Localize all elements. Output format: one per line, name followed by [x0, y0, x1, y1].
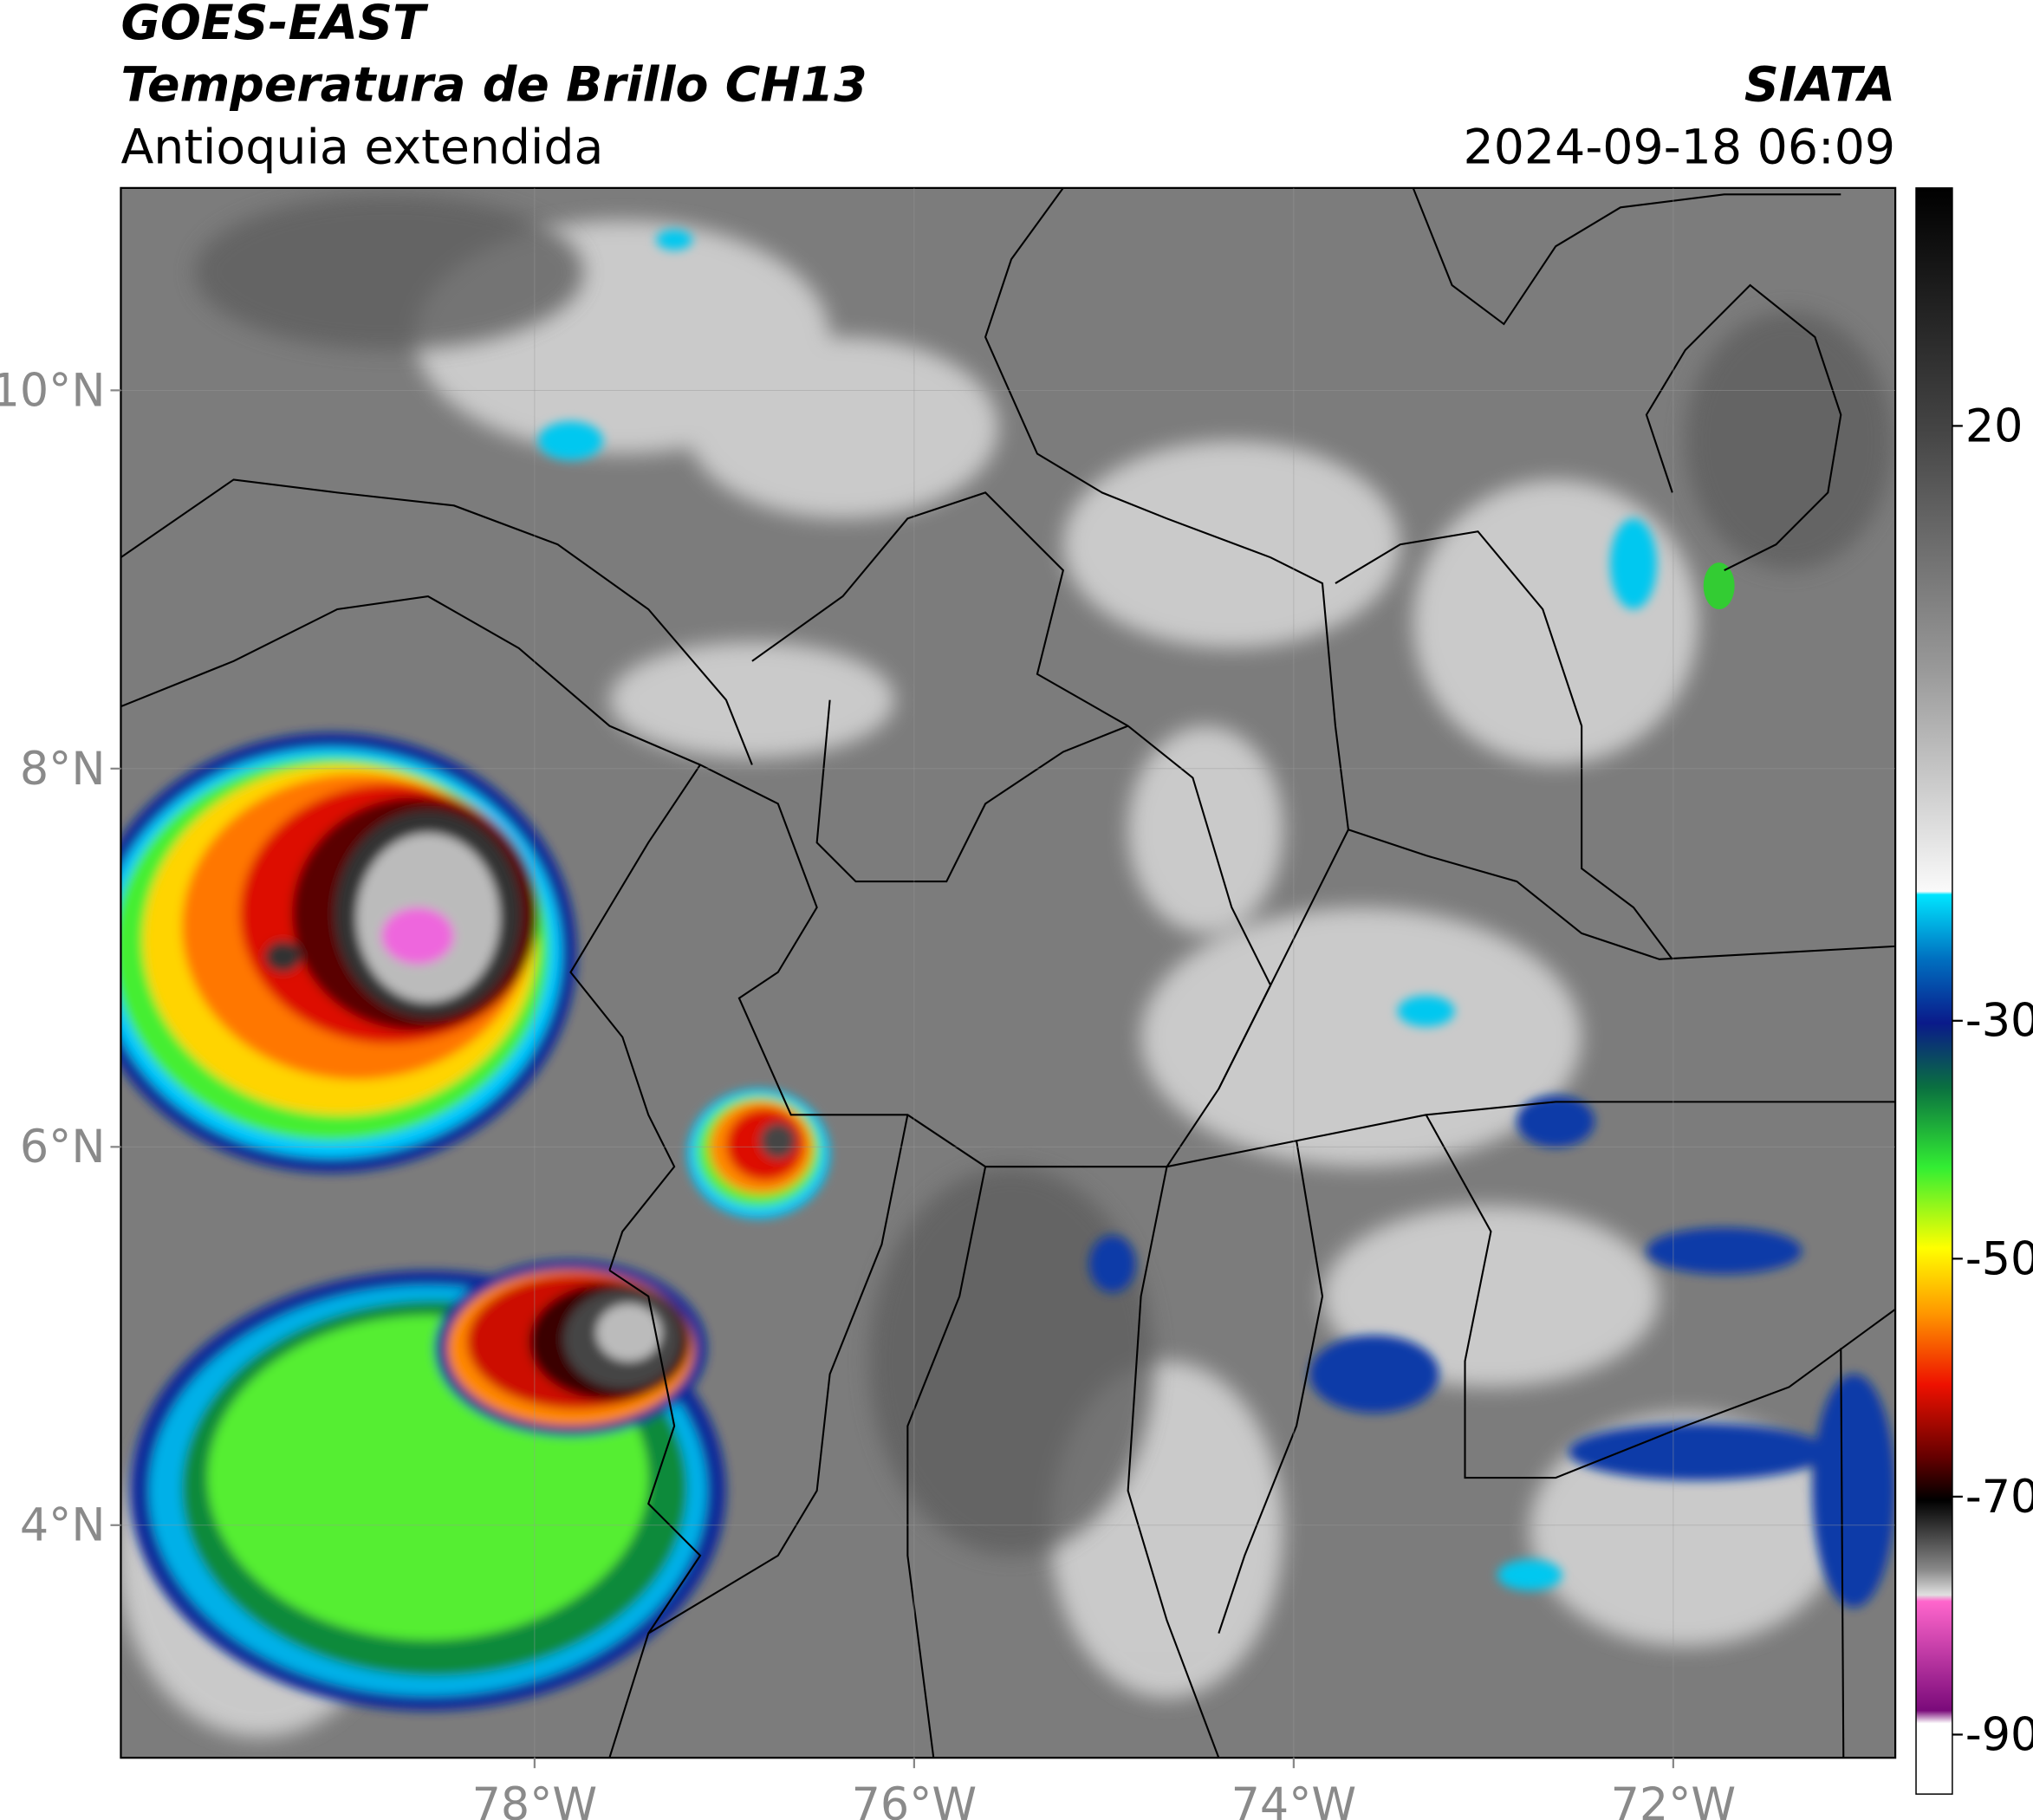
x-tick-label: 78°W	[472, 1778, 598, 1820]
colorbar-tick-label: -30	[1965, 995, 2033, 1048]
satellite-image	[120, 187, 1896, 1758]
storm-cell	[120, 732, 577, 1173]
storm-cell	[687, 1089, 830, 1219]
source: SIATA	[1744, 58, 1895, 114]
cloud-tops	[1088, 1095, 1896, 1608]
x-tick-label: 74°W	[1231, 1778, 1357, 1820]
subtitle: Temperatura de Brillo CH13	[120, 58, 867, 114]
y-tick-label: 8°N	[20, 743, 106, 796]
colorbar-tick-label: -90	[1965, 1708, 2033, 1761]
y-tick-label: 6°N	[20, 1121, 106, 1173]
cloud-top	[1703, 562, 1735, 609]
x-tick-label: 72°W	[1611, 1778, 1737, 1820]
colorbar-tick-label: -50	[1965, 1232, 2033, 1285]
x-tick-label: 76°W	[852, 1778, 978, 1820]
colorbar-tick-label: 20	[1965, 400, 2023, 452]
ticks: 78°W 76°W 74°W 72°W 4°N 6°N 8°N 10°N 20 -30 -50 -70…	[0, 187, 2033, 1820]
datetime: 2024-09-18 06:09	[1464, 120, 1896, 175]
borders	[120, 187, 1896, 1758]
title: GOES-EAST	[120, 0, 429, 51]
y-tick-label: 10°N	[0, 364, 106, 417]
storm-cell	[129, 1259, 726, 1712]
colorbar	[1915, 187, 1953, 1795]
region: Antioquia extendida	[120, 120, 603, 175]
cloud-tops	[538, 229, 1657, 1591]
y-tick-label: 4°N	[20, 1499, 106, 1552]
map-frame	[120, 186, 1897, 1759]
colorbar-tick-label: -70	[1965, 1471, 2033, 1524]
